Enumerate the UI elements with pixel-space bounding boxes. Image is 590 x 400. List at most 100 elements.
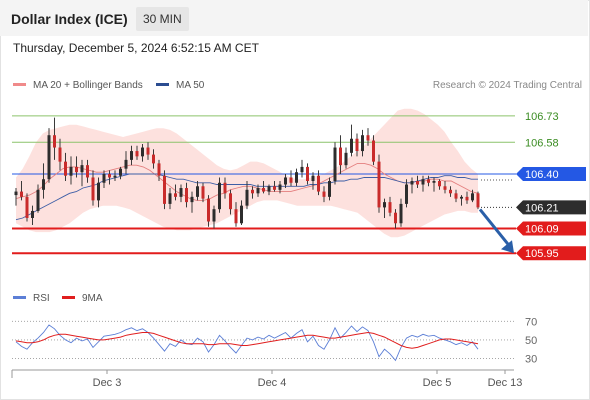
last-price-label: 106.21 xyxy=(525,202,559,214)
candle xyxy=(388,196,392,217)
candle xyxy=(75,156,78,178)
rsi-tick-70: 70 xyxy=(525,316,537,328)
candle-body xyxy=(295,172,298,183)
candle xyxy=(366,128,370,146)
candle xyxy=(311,172,315,190)
candle-body xyxy=(240,205,243,224)
candle-body xyxy=(25,196,29,218)
candle-body xyxy=(273,186,276,190)
candle-body xyxy=(69,166,73,176)
level-tag-106.09 xyxy=(516,221,586,236)
candle-body xyxy=(75,166,78,173)
candle xyxy=(102,170,106,189)
candle xyxy=(438,179,441,190)
candle xyxy=(427,175,430,187)
candle-body xyxy=(256,188,260,194)
candle xyxy=(405,179,408,208)
candle xyxy=(141,144,144,162)
candle xyxy=(344,147,348,169)
legend-ma20: MA 20 + Bollinger Bands xyxy=(13,80,143,91)
candle-body xyxy=(42,179,45,190)
bollinger-band xyxy=(16,108,478,238)
candle-body xyxy=(119,168,122,176)
candle-body xyxy=(377,161,381,208)
legend-ma20-swatch xyxy=(13,82,26,86)
candle xyxy=(273,181,276,192)
candle-body xyxy=(196,186,199,197)
candle-body xyxy=(234,209,238,224)
candle-body xyxy=(476,193,480,208)
candle-body xyxy=(350,138,353,153)
candle xyxy=(174,184,177,201)
candle xyxy=(234,202,238,227)
candle-body xyxy=(438,181,441,187)
candle-body xyxy=(168,193,172,204)
candle-body xyxy=(185,188,188,203)
candle xyxy=(157,159,161,181)
candle-body xyxy=(31,210,34,218)
candle-body xyxy=(97,182,100,201)
candle-body xyxy=(190,196,194,203)
candle xyxy=(212,205,216,229)
candle xyxy=(322,186,326,203)
candle xyxy=(42,163,45,199)
legend-ma50: MA 50 xyxy=(156,80,204,91)
candle-body xyxy=(102,173,106,183)
candle xyxy=(317,170,320,196)
legend-ma20-label: MA 20 + Bollinger Bands xyxy=(33,80,143,91)
candle-body xyxy=(339,147,342,166)
candle-body xyxy=(245,189,249,206)
candle-body xyxy=(355,138,359,152)
candle xyxy=(135,145,139,160)
candle-body xyxy=(223,182,227,194)
candle xyxy=(295,168,298,187)
candle xyxy=(69,156,73,185)
candle-body xyxy=(174,193,177,197)
candle xyxy=(350,124,353,157)
candle xyxy=(240,200,243,226)
level-label-105.95: 105.95 xyxy=(525,248,559,260)
candle xyxy=(399,198,403,227)
candle-body xyxy=(383,202,386,208)
candle xyxy=(47,128,51,183)
forecast-arrowhead xyxy=(501,240,514,254)
candle xyxy=(328,177,331,201)
candle xyxy=(256,184,260,197)
candle-body xyxy=(179,188,183,197)
candle-body xyxy=(443,186,447,190)
candle-body xyxy=(278,184,282,190)
candle xyxy=(163,170,166,210)
candle xyxy=(25,193,29,222)
candle-body xyxy=(416,181,419,185)
candle-body xyxy=(201,186,205,199)
candle-body xyxy=(284,177,287,185)
candle xyxy=(383,198,386,218)
forecast-arrow-shaft xyxy=(478,208,510,246)
candle xyxy=(306,163,309,185)
candle xyxy=(20,181,23,201)
candle xyxy=(91,170,95,206)
candle-body xyxy=(471,193,474,201)
candle-body xyxy=(47,135,51,180)
candle xyxy=(229,189,232,215)
candle xyxy=(124,151,128,174)
header-bar: Dollar Index (ICE) 30 MIN xyxy=(0,0,588,36)
last-price-tag xyxy=(516,200,586,215)
candle-body xyxy=(130,151,133,160)
candle xyxy=(355,133,359,157)
candle xyxy=(394,209,397,229)
candle-body xyxy=(262,188,265,192)
candle-body xyxy=(317,175,320,192)
candle-body xyxy=(333,147,337,181)
level-tag-105.95 xyxy=(516,246,586,261)
candle xyxy=(218,177,221,213)
candle xyxy=(113,170,117,181)
instrument-title: Dollar Index (ICE) xyxy=(11,11,128,27)
candle xyxy=(80,159,84,187)
timeframe-badge[interactable]: 30 MIN xyxy=(136,7,189,31)
candle-body xyxy=(372,140,375,162)
candle-body xyxy=(163,175,166,204)
legend-9ma: 9MA xyxy=(62,293,103,304)
candle-body xyxy=(454,193,458,199)
